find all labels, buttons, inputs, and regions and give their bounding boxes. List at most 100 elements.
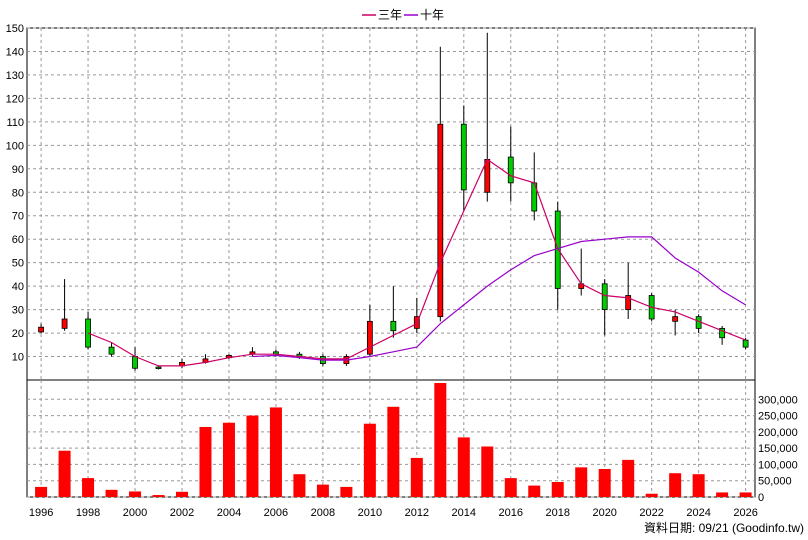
candle-down [719,327,726,339]
price-tick-label: 30 [12,305,24,317]
volume-tick-label: 0 [758,492,764,504]
volume-bar [246,415,259,497]
price-grid [27,27,755,380]
legend: 三年 十年 [362,8,444,22]
volume-bars [35,383,752,497]
candle-down [85,318,91,348]
volume-bar [622,459,635,497]
volume-tick-label: 100,000 [758,459,798,471]
ma-line-ten-year [252,236,746,361]
candle-down [554,210,561,289]
x-tick-label: 2010 [358,507,382,519]
volume-bar [222,422,235,497]
x-axis-ticks: 1996 1998 2000 2002 2004 2006 2008 2010 2012 2014… [29,507,758,519]
candle-down [390,320,397,332]
volume-bar [716,492,729,497]
x-tick-label: 2008 [311,507,335,519]
x-tick-label: 2002 [170,507,194,519]
x-tick-label: 2024 [686,507,710,519]
volume-bar [35,486,48,497]
price-tick-label: 110 [6,117,24,129]
moving-average-lines [87,158,746,367]
candle-down [155,366,162,369]
volume-bar [269,407,282,497]
candle-down [460,123,467,191]
volume-bar [175,491,188,497]
ma-line-three-year [87,158,746,367]
price-axis-ticks: 10 20 30 40 50 60 70 80 90 100 110 120 130 140 150 [6,23,24,364]
volume-bar [199,426,212,497]
price-panel: 10 20 30 40 50 60 70 80 90 100 110 120 130 140 150 [6,23,756,381]
x-tick-label: 2026 [733,507,757,519]
volume-panel: 0 50,000 100,000 150,000 200,000 250,000 300,0… [26,379,798,504]
volume-tick-label: 150,000 [758,443,798,455]
x-tick-label: 2012 [405,507,429,519]
x-tick-label: 1998 [76,507,100,519]
price-tick-label: 40 [12,281,24,293]
price-tick-label: 20 [12,328,24,340]
candle-up [61,318,68,329]
x-tick-label: 2020 [592,507,616,519]
price-tick-label: 130 [6,70,24,82]
price-tick-label: 140 [6,46,24,58]
price-tick-label: 150 [6,23,24,35]
volume-bar [669,473,682,497]
volume-tick-label: 50,000 [758,476,792,488]
volume-bar [129,491,142,497]
candle-up [38,326,44,333]
volume-bar [598,468,611,497]
x-tick-label: 2006 [264,507,288,519]
volume-bar [105,489,118,497]
candle-down [108,346,115,355]
volume-bar [293,474,306,497]
volume-bar [363,423,376,497]
volume-axis-ticks: 0 50,000 100,000 150,000 200,000 250,000 300,0… [758,394,798,504]
volume-tick-label: 250,000 [758,411,798,423]
volume-bar [387,406,400,497]
candle-up [672,316,679,322]
x-tick-label: 1996 [29,507,53,519]
price-tick-label: 10 [12,352,24,364]
volume-bar [739,492,752,497]
volume-bar [434,383,447,497]
volume-bar [528,485,541,497]
volume-bar [504,478,517,497]
x-tick-label: 2000 [123,507,147,519]
candle-down [132,356,138,369]
volume-bar [575,467,588,497]
price-tick-label: 90 [12,164,24,176]
x-tick-label: 2004 [217,507,241,519]
price-tick-label: 70 [12,211,24,223]
x-tick-label: 2018 [545,507,569,519]
volume-bar [692,474,705,497]
volume-bar [340,486,353,497]
volume-bar [152,495,165,497]
price-tick-label: 100 [6,140,24,152]
volume-tick-label: 300,000 [758,394,798,406]
candle-down [742,339,749,348]
x-tick-label: 2022 [639,507,663,519]
volume-bar [82,478,95,497]
volume-bar [551,482,564,497]
candle-down [601,283,608,310]
volume-tick-label: 200,000 [758,427,798,439]
candle-down [507,156,514,184]
volume-bar [316,484,329,497]
volume-bar [410,457,423,497]
price-tick-label: 120 [6,93,24,105]
candle-up [366,320,373,355]
volume-bar [645,493,658,497]
footer-source: 資料日期: 09/21 (Goodinfo.tw) [644,521,804,535]
candle-up [437,123,444,318]
x-tick-label: 2014 [452,507,476,519]
price-tick-label: 80 [12,187,24,199]
x-tick-label: 2016 [499,507,523,519]
price-tick-label: 60 [12,234,24,246]
price-tick-label: 50 [12,258,24,270]
volume-bar [481,446,494,497]
candle-up [625,295,632,310]
legend-label-ten-year: 十年 [420,8,444,22]
volume-bar [457,437,470,497]
legend-label-three-year: 三年 [378,8,402,22]
